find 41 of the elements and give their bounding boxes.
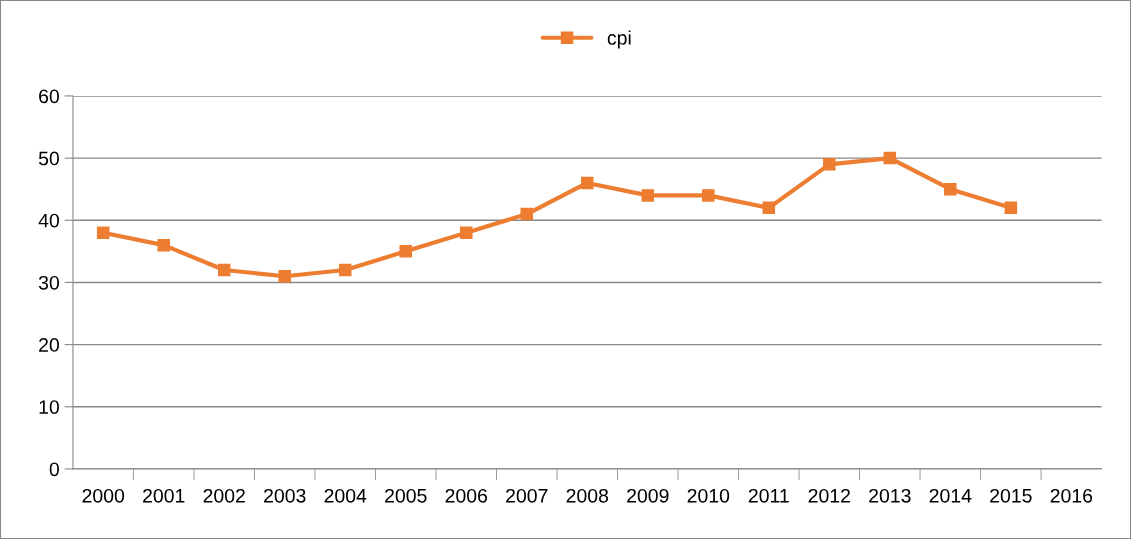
- y-tick-label: 40: [38, 213, 59, 228]
- point: [702, 189, 715, 202]
- point: [460, 226, 473, 239]
- x-tick-label: 2003: [264, 488, 306, 503]
- point: [399, 245, 412, 258]
- x-tick-label: 2000: [82, 488, 125, 503]
- x-tick-label: 2001: [143, 488, 185, 503]
- y-tick-label: 60: [39, 89, 59, 104]
- y-tick-label: 30: [38, 275, 59, 290]
- point: [96, 226, 110, 239]
- y-tick-label: 50: [38, 151, 59, 166]
- point: [278, 269, 291, 283]
- legend-label: cpi: [607, 30, 631, 49]
- point: [581, 176, 594, 190]
- point: [338, 263, 352, 277]
- x-tick-label: 2015: [990, 488, 1032, 503]
- point: [520, 207, 534, 221]
- x-tick-label: 2012: [808, 488, 850, 503]
- point: [823, 158, 836, 171]
- x-tick-label: 2010: [687, 488, 730, 503]
- x-tick-label: 2008: [566, 488, 609, 503]
- x-tick-label: 2007: [506, 488, 548, 503]
- x-tick-label: 2013: [869, 488, 911, 503]
- x-tick-label: 2014: [929, 488, 972, 503]
- y-tick-label: 20: [39, 338, 59, 352]
- x-tick-label: 2016: [1050, 488, 1093, 503]
- x-tick-label: 2005: [385, 488, 427, 503]
- x-tick-label: 2002: [203, 488, 245, 503]
- y-tick-label: 0: [49, 462, 59, 477]
- x-tick-label: 2004: [324, 488, 367, 503]
- x-tick-label: 2011: [748, 488, 789, 503]
- point: [217, 263, 231, 277]
- x-tick-label: 2006: [445, 488, 488, 503]
- point: [883, 151, 897, 165]
- point: [157, 238, 170, 252]
- y-tick-label: 10: [39, 400, 59, 414]
- point: [944, 182, 957, 196]
- point: [641, 189, 655, 202]
- point: [762, 201, 776, 215]
- point: [1004, 201, 1018, 215]
- x-tick-label: 2009: [627, 488, 669, 503]
